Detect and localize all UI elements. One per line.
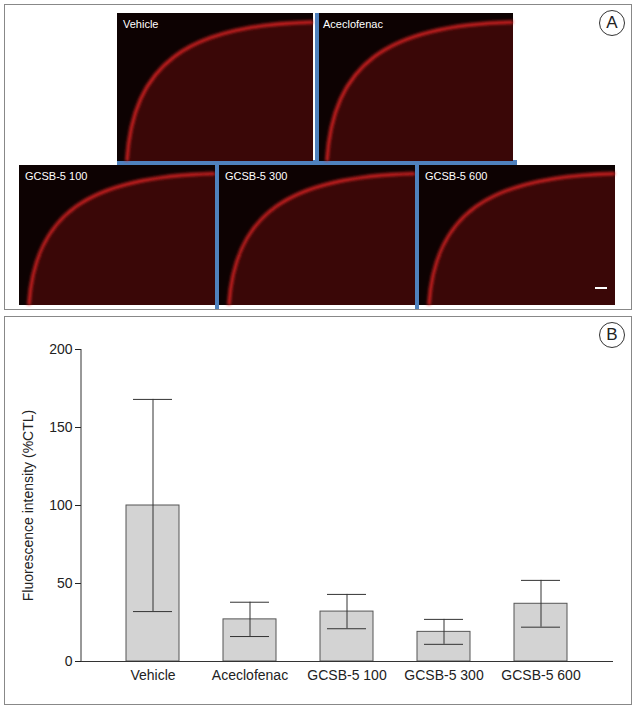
- svg-text:GCSB-5 300: GCSB-5 300: [225, 170, 287, 182]
- svg-text:GCSB-5 600: GCSB-5 600: [501, 667, 581, 683]
- svg-text:Aceclofenac: Aceclofenac: [212, 667, 288, 683]
- svg-text:GCSB-5 100: GCSB-5 100: [25, 170, 87, 182]
- svg-text:Vehicle: Vehicle: [123, 18, 158, 30]
- svg-text:GCSB-5 600: GCSB-5 600: [425, 170, 487, 182]
- html-text:B: B: [606, 325, 618, 344]
- svg-text:0: 0: [65, 653, 73, 669]
- svg-text:150: 150: [49, 419, 73, 435]
- svg-text:GCSB-5 100: GCSB-5 100: [307, 667, 387, 683]
- svg-text:100: 100: [49, 497, 73, 513]
- svg-text:50: 50: [57, 575, 73, 591]
- html-text:A: A: [606, 13, 618, 32]
- svg-text:Vehicle: Vehicle: [130, 667, 175, 683]
- svg-text:Fluorescence intensity (%CTL): Fluorescence intensity (%CTL): [20, 410, 36, 601]
- svg-text:GCSB-5 300: GCSB-5 300: [404, 667, 484, 683]
- svg-text:Aceclofenac: Aceclofenac: [323, 18, 383, 30]
- svg-text:200: 200: [49, 341, 73, 357]
